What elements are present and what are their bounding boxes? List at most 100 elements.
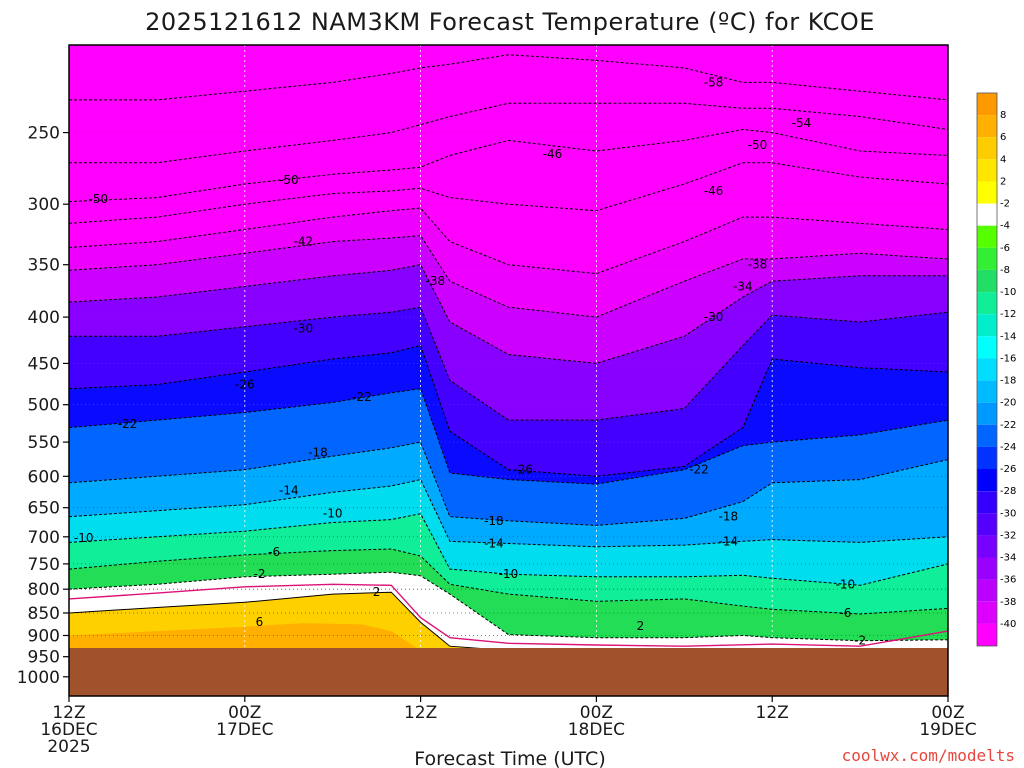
isotherm-contours xyxy=(69,54,948,651)
isotherm--22 xyxy=(69,388,948,485)
x-axis-label: Forecast Time (UTC) xyxy=(414,748,605,768)
colorbar-swatch xyxy=(977,446,997,470)
isotherm--18 xyxy=(69,441,948,526)
colorbar-swatch xyxy=(977,93,997,116)
y-tick-label: 550 xyxy=(28,433,60,453)
contour-label: -22 xyxy=(118,417,138,431)
colorbar: 8 6 4 2 -2 -4 -6 -8 -10 -12 -14 -16 -18 -20 -22 -24 -26 -… xyxy=(976,92,1016,647)
freezing-line xyxy=(69,583,948,647)
x-tick-label: 17DEC xyxy=(216,720,273,740)
colorbar-label: -20 xyxy=(1000,398,1016,409)
colorbar-label: -28 xyxy=(1000,486,1016,497)
contour-label: -58 xyxy=(704,75,724,89)
colorbar-label: -32 xyxy=(1000,530,1016,541)
contour-label: -38 xyxy=(748,258,768,272)
y-tick-label: 900 xyxy=(28,627,60,647)
colorbar-swatch xyxy=(977,137,997,160)
contour-label: -2 xyxy=(854,634,866,648)
colorbar-label: -6 xyxy=(1000,243,1010,254)
contour-label: -6 xyxy=(268,545,280,559)
contour-label: -38 xyxy=(425,274,445,288)
isotherm--30 xyxy=(69,306,948,421)
x-tick-label: 00Z xyxy=(580,703,613,723)
y-tick-label: 850 xyxy=(28,604,60,624)
x-tick-label: 00Z xyxy=(228,703,261,723)
contour-label: -10 xyxy=(74,531,94,545)
y-tick-label: 450 xyxy=(28,354,60,374)
y-tick-label: 950 xyxy=(28,648,60,668)
colorbar-swatch xyxy=(977,336,997,359)
colorbar-swatch xyxy=(977,601,997,624)
contour-label: -18 xyxy=(718,510,738,524)
colorbar-swatch xyxy=(977,513,997,536)
contour-label: 2 xyxy=(373,585,381,599)
contour-label: -34 xyxy=(733,280,753,294)
contour-label: -54 xyxy=(792,116,812,130)
colorbar-label: -38 xyxy=(1000,597,1016,608)
colorbar-label: -24 xyxy=(1000,442,1016,453)
colorbar-label: 2 xyxy=(1000,177,1006,188)
colorbar-label: -8 xyxy=(1000,265,1010,276)
colorbar-label: -22 xyxy=(1000,420,1016,431)
contour-label: -22 xyxy=(689,463,709,477)
x-tick-label: 00Z xyxy=(931,703,964,723)
colorbar-swatch xyxy=(977,292,997,315)
colorbar-label: -10 xyxy=(1000,287,1016,298)
colorbar-label: 8 xyxy=(1000,110,1006,121)
isotherm--54 xyxy=(69,102,948,164)
y-tick-label: 800 xyxy=(28,580,60,600)
contour-label: -26 xyxy=(513,463,533,477)
contour-label: -10 xyxy=(499,567,519,581)
isotherm--46 xyxy=(69,162,948,224)
y-tick-label: 700 xyxy=(28,528,60,548)
colorbar-label: 6 xyxy=(1000,132,1006,143)
colorbar-swatch xyxy=(977,247,997,270)
colorbar-label: -26 xyxy=(1000,464,1016,475)
colorbar-swatch xyxy=(977,535,997,558)
y-tick-label: 300 xyxy=(28,195,60,215)
colorbar-label: -40 xyxy=(1000,619,1016,630)
contour-label: -30 xyxy=(294,322,314,336)
x-tick-label: 18DEC xyxy=(568,720,625,740)
colorbar-label: -34 xyxy=(1000,553,1016,564)
colorbar-label: -36 xyxy=(1000,575,1016,586)
colorbar-frame xyxy=(976,92,998,647)
contour-label: -6 xyxy=(839,606,851,620)
contour-label: -14 xyxy=(484,537,504,551)
isotherm--38 xyxy=(69,235,948,318)
contour-label: -14 xyxy=(718,534,738,548)
colorbar-swatch xyxy=(977,557,997,580)
contour-label: 6 xyxy=(256,615,264,629)
contour-label: -2 xyxy=(254,567,266,581)
y-tick-label: 650 xyxy=(28,499,60,519)
colorbar-swatch xyxy=(977,380,997,403)
colorbar-swatch xyxy=(977,491,997,514)
y-axis: 250 300 350 400 450 500 550 600 650 700 750 800 850 9… xyxy=(17,124,69,688)
y-tick-label: 500 xyxy=(28,396,60,416)
colorbar-label: -30 xyxy=(1000,508,1016,519)
contour-label: -18 xyxy=(308,446,328,460)
x-tick-label: 19DEC xyxy=(919,720,976,740)
contour-label: -22 xyxy=(352,390,372,404)
contour-label: -42 xyxy=(294,235,314,249)
x-tick-label: 12Z xyxy=(404,703,437,723)
colorbar-swatch xyxy=(977,203,997,226)
ground-surface xyxy=(69,648,948,696)
contour-label: -50 xyxy=(88,192,108,206)
colorbar-label: -18 xyxy=(1000,376,1016,387)
colorbar-label: -4 xyxy=(1000,221,1010,232)
x-tick-label: 16DEC xyxy=(40,720,97,740)
colorbar-swatch xyxy=(977,181,997,204)
y-tick-label: 600 xyxy=(28,467,60,487)
contour-label: 2 xyxy=(637,619,645,633)
isotherm--2 xyxy=(69,571,948,642)
contour-label: -14 xyxy=(279,483,299,497)
chart-title: 2025121612 NAM3KM Forecast Temperature (… xyxy=(145,8,875,36)
colorbar-swatch xyxy=(977,402,997,425)
isotherm--14 xyxy=(69,479,948,548)
x-tick-label: 12Z xyxy=(756,703,789,723)
contour-label: -46 xyxy=(543,147,563,161)
plot-frame xyxy=(68,44,949,697)
